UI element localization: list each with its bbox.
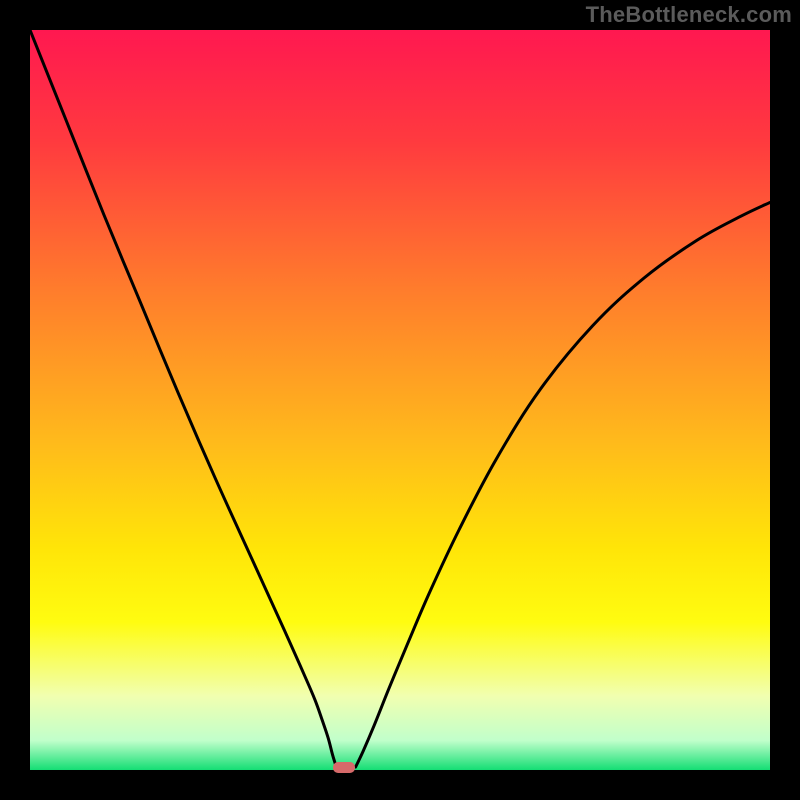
right-branch-curve (356, 202, 770, 767)
watermark-text: TheBottleneck.com (586, 2, 792, 28)
left-branch-curve (30, 30, 336, 767)
curve-svg (30, 30, 770, 770)
minimum-marker (333, 762, 355, 773)
chart-container: TheBottleneck.com (0, 0, 800, 800)
plot-area (30, 30, 770, 770)
